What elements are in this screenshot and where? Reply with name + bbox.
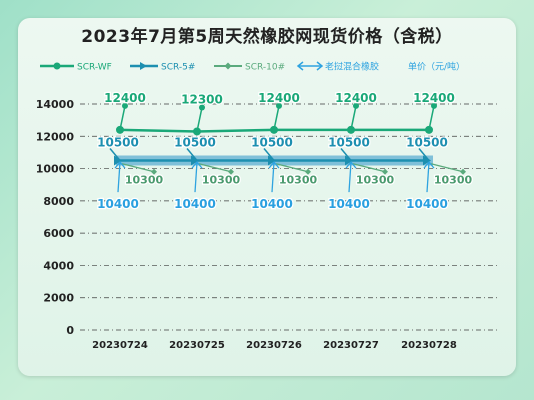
series-scr-wf-leader xyxy=(350,105,357,130)
series-scr-wf-label: 12400 xyxy=(104,91,146,105)
series-scr10-label: 10300 xyxy=(125,174,164,187)
series-scr5-label: 10500 xyxy=(174,136,216,150)
chart-title: 2023年7月第5周天然橡胶网现货价格（含税） xyxy=(81,27,453,47)
series-scr-wf-leader xyxy=(196,107,203,132)
series-laos-label: 10400 xyxy=(406,197,448,211)
y-tick-label: 0 xyxy=(66,324,74,337)
series-laos-leader xyxy=(271,162,275,193)
series-scr-wf-leader xyxy=(273,105,280,130)
x-tick-label: 20230728 xyxy=(401,340,457,351)
y-tick-label: 8000 xyxy=(43,195,74,208)
series-scr5-point xyxy=(191,155,199,166)
legend: SCR-WF SCR-5# SCR-10# 老挝混合橡胶 单价（元/吨） xyxy=(40,61,465,73)
series-scr5-leader xyxy=(109,148,121,161)
series-scr10-point xyxy=(305,168,311,175)
y-tick-label: 14000 xyxy=(36,98,75,111)
legend-label: SCR-5# xyxy=(161,63,195,73)
series-laos-label: 10400 xyxy=(174,197,216,211)
x-tick-label: 20230727 xyxy=(323,340,379,351)
x-tick-label: 20230726 xyxy=(246,340,302,351)
series-scr-wf-label: 12400 xyxy=(335,91,377,105)
series-scr10-leader xyxy=(352,163,386,173)
series-scr10-point xyxy=(382,168,388,175)
series-laos-leader xyxy=(117,162,121,193)
series-laos-point xyxy=(345,161,357,169)
series-scr10-leader xyxy=(430,163,464,173)
y-tick-label: 4000 xyxy=(43,259,74,272)
series-scr-wf-leader-dot xyxy=(122,102,128,109)
series-scr5-leader xyxy=(418,148,430,161)
series-scr-wf-leader-dot xyxy=(199,104,205,111)
series-laos-leader xyxy=(194,162,198,193)
series-scr5-label: 10500 xyxy=(97,136,139,150)
legend-swatch-marker xyxy=(53,62,61,70)
series-laos-point xyxy=(114,161,126,169)
axes: 0 2000 4000 6000 8000 10000 12000 14000 20230724… xyxy=(36,98,457,351)
series-scr10-leader xyxy=(198,163,232,173)
y-tick-label: 2000 xyxy=(43,292,74,305)
series-laos-leader xyxy=(348,162,352,193)
series-laos-leader xyxy=(426,162,430,193)
series-scr5-label: 10500 xyxy=(406,136,448,150)
chart-card xyxy=(18,18,516,376)
series-scr10-label: 10300 xyxy=(434,174,473,187)
series-scr10-point xyxy=(228,168,234,175)
y-tick-label: 6000 xyxy=(43,227,74,240)
series-scr5-point xyxy=(268,155,276,166)
series-scr5-leader xyxy=(340,148,352,161)
series-scr-wf-leader xyxy=(119,105,126,130)
legend-label: SCR-10# xyxy=(245,63,285,73)
legend-swatch-marker xyxy=(224,62,232,70)
series-scr-wf-label: 12300 xyxy=(181,92,223,106)
series-scr-wf-label: 12400 xyxy=(413,91,455,105)
series-scr5-label: 10500 xyxy=(328,136,370,150)
series-scr10-label: 10300 xyxy=(202,174,241,187)
y-tick-label: 12000 xyxy=(36,130,75,143)
grid xyxy=(80,103,500,331)
series-scr5-point xyxy=(423,155,431,166)
marks xyxy=(109,102,466,193)
series-scr-wf-leader xyxy=(428,105,435,130)
y-tick-label: 10000 xyxy=(36,163,75,176)
series-scr-wf-leader-dot xyxy=(431,102,437,109)
legend-unit-label: 单价（元/吨） xyxy=(408,61,465,73)
series-scr10-label: 10300 xyxy=(279,174,318,187)
series-scr10-leader xyxy=(275,163,309,173)
series-laos-point xyxy=(423,161,435,169)
series-laos-label: 10400 xyxy=(328,197,370,211)
legend-swatch-marker xyxy=(296,61,324,71)
series-scr-wf-leader-dot xyxy=(276,102,282,109)
series-scr5-label: 10500 xyxy=(251,136,293,150)
series-scr5-leader xyxy=(186,148,198,161)
legend-label: SCR-WF xyxy=(77,63,112,73)
series-scr-wf-label: 12400 xyxy=(258,91,300,105)
series-scr5-point xyxy=(114,155,122,166)
series-scr10-point xyxy=(151,168,157,175)
series-scr-wf-leader-dot xyxy=(353,102,359,109)
labels: 10500 10500 10500 10500 10500 12400 12300 12400… xyxy=(96,90,474,213)
series-scr5-point xyxy=(345,155,353,166)
series-scr10-point xyxy=(460,168,466,175)
legend-label: 老挝混合橡胶 xyxy=(325,61,379,73)
series-scr5-leader xyxy=(263,148,275,161)
series-laos-label: 10400 xyxy=(251,197,293,211)
series-scr10-leader xyxy=(121,163,155,173)
x-tick-label: 20230724 xyxy=(92,340,148,351)
series-laos-point xyxy=(268,161,280,169)
x-tick-label: 20230725 xyxy=(169,340,225,351)
series-laos-label: 10400 xyxy=(97,197,139,211)
series-scr10-label: 10300 xyxy=(356,174,395,187)
legend-swatch-marker xyxy=(140,62,147,70)
series-laos-point xyxy=(191,161,203,169)
